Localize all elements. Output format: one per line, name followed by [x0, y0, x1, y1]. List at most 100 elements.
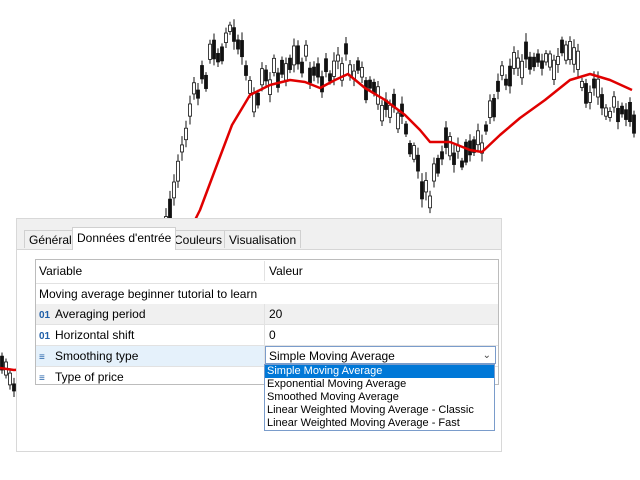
dropdown-option-lwma-fast[interactable]: Linear Weighted Moving Average - Fast [267, 417, 460, 429]
candle-body [332, 60, 336, 77]
tab-input-data[interactable]: Données d'entrée [72, 227, 177, 250]
tab-general[interactable]: Général [24, 230, 77, 248]
integer-type-icon: 01 [39, 331, 51, 342]
candle-body [524, 41, 528, 60]
candle-body [548, 53, 552, 68]
param-row-horizontal-shift[interactable]: 01 Horizontal shift 0 [36, 324, 498, 345]
candle-body [180, 144, 184, 153]
candle-body [220, 46, 224, 62]
tab-strip: Général Données d'entrée Couleurs Visual… [17, 219, 501, 250]
candle-body [372, 81, 376, 94]
dropdown-option-lwma-classic[interactable]: Linear Weighted Moving Average - Classic [267, 404, 474, 416]
candle-body [224, 32, 228, 43]
candle-body [588, 92, 592, 103]
candle-body [240, 40, 244, 58]
candle-body [412, 145, 416, 160]
candle-body [612, 96, 616, 108]
candle-body [168, 198, 172, 220]
enum-type-icon: ≡ [39, 352, 45, 363]
dropdown-option-ema[interactable]: Exponential Moving Average [267, 378, 407, 390]
candle-body [596, 78, 600, 98]
candle-body [272, 57, 276, 73]
title-row: Moving average beginner tutorial to lear… [36, 283, 498, 304]
param-label: Averaging period [55, 307, 146, 321]
candle-body [276, 72, 280, 88]
candle-body [368, 79, 372, 89]
candle-body [536, 53, 540, 63]
candle-body [460, 160, 464, 168]
param-row-averaging-period[interactable]: 01 Averaging period 20 [36, 304, 498, 324]
candle-body [556, 56, 560, 65]
candle-body [620, 105, 624, 115]
candle-body [440, 151, 444, 160]
horizontal-shift-value[interactable]: 0 [264, 325, 498, 345]
candle-body [308, 67, 312, 84]
tab-visualisation[interactable]: Visualisation [224, 230, 302, 248]
candle-body [396, 112, 400, 130]
integer-type-icon: 01 [39, 310, 51, 321]
candle-body [340, 63, 344, 81]
smoothing-type-combobox[interactable]: Simple Moving Average ⌄ [265, 346, 496, 364]
param-row-smoothing-type[interactable]: ≡ Smoothing type [36, 345, 498, 366]
candle-body [176, 160, 180, 182]
candle-body [624, 109, 628, 120]
candle-body [184, 127, 188, 141]
candle-body [572, 47, 576, 65]
enum-type-icon: ≡ [39, 373, 45, 384]
candle-body [484, 124, 488, 132]
candle-body [324, 58, 328, 72]
candle-body [436, 157, 440, 174]
candle-body [300, 61, 304, 74]
candle-body [252, 92, 256, 113]
candle-body [256, 92, 260, 106]
candle-body [12, 383, 16, 392]
candle-body [292, 45, 296, 66]
candle-body [296, 45, 300, 65]
dropdown-option-smma[interactable]: Smoothed Moving Average [267, 391, 399, 403]
candle-body [504, 78, 508, 86]
candle-body [8, 372, 12, 386]
candle-body [248, 80, 252, 94]
candle-body [260, 68, 264, 86]
candle-body [280, 59, 284, 75]
dropdown-option-sma[interactable]: Simple Moving Average [265, 365, 494, 378]
candle-body [468, 140, 472, 156]
candle-body [416, 154, 420, 172]
candle-body [604, 107, 608, 117]
candle-body [632, 114, 636, 134]
candle-body [232, 27, 236, 42]
candle-body [404, 123, 408, 135]
candle-body [488, 100, 492, 118]
candle-body [628, 101, 632, 123]
candle-body [476, 130, 480, 146]
candle-body [0, 355, 4, 371]
candle-body [304, 44, 308, 57]
candle-body [172, 181, 176, 199]
candle-body [496, 80, 500, 92]
candle-body [360, 67, 364, 78]
candle-body [568, 41, 572, 61]
candle-body [288, 57, 292, 70]
candle-body [576, 50, 580, 70]
candle-body [408, 142, 412, 155]
column-header-value[interactable]: Valeur [264, 261, 498, 281]
candle-body [472, 139, 476, 153]
param-label: Type of price [55, 370, 124, 384]
candle-body [380, 105, 384, 122]
candle-body [492, 97, 496, 118]
candle-body [516, 57, 520, 69]
candle-body [464, 141, 468, 163]
tab-colors[interactable]: Couleurs [169, 230, 228, 248]
chevron-down-icon[interactable]: ⌄ [482, 350, 491, 361]
candle-body [420, 181, 424, 200]
candle-body [204, 74, 208, 89]
candle-body [316, 63, 320, 78]
averaging-period-value[interactable]: 20 [264, 304, 498, 324]
candle-body [532, 56, 536, 68]
column-header-variable[interactable]: Variable [39, 264, 83, 278]
candle-body [356, 60, 360, 71]
candle-body [236, 39, 240, 50]
candle-body [216, 53, 220, 63]
candle-body [528, 56, 532, 70]
candle-body [200, 65, 204, 80]
